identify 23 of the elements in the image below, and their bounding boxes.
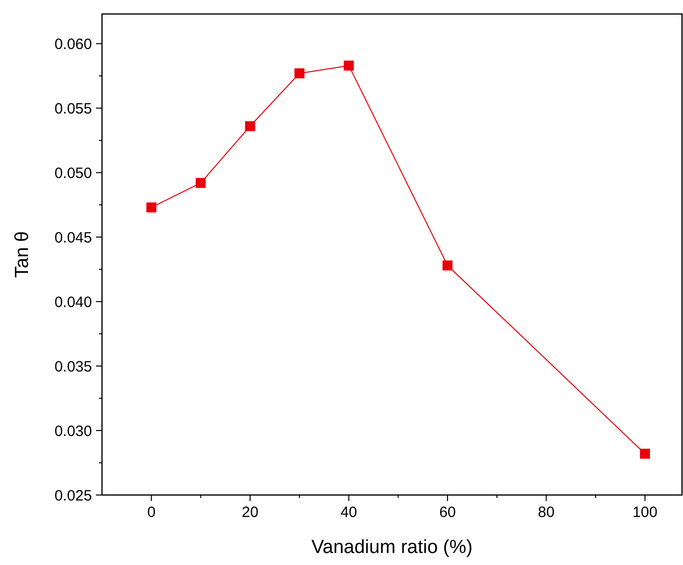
point (344, 60, 354, 71)
y-tick-label: 0.055 (54, 100, 92, 118)
point (146, 202, 156, 212)
y-tick-label: 0.030 (54, 422, 92, 440)
x-axis-title: Vanadium ratio (%) (311, 537, 473, 558)
point (294, 68, 304, 78)
x-tick-label: 80 (538, 504, 555, 521)
x-tick-label: 0 (147, 504, 156, 521)
point (245, 121, 256, 132)
y-tick-label: 0.035 (54, 358, 92, 376)
point (640, 448, 650, 459)
x-tick-label: 60 (439, 504, 456, 521)
point (196, 178, 206, 188)
y-tick-label: 0.060 (54, 36, 92, 53)
y-tick-label: 0.040 (54, 294, 92, 311)
point (442, 260, 453, 270)
y-tick-label: 0.050 (54, 164, 92, 182)
x-tick-label: 20 (242, 504, 258, 521)
y-tick-label: 0.045 (54, 229, 92, 246)
x-tick-label: 100 (632, 504, 658, 521)
y-tick-label: 0.025 (54, 487, 92, 504)
y-axis-title: Tan θ (12, 231, 33, 278)
x-tick-label: 40 (340, 504, 358, 521)
